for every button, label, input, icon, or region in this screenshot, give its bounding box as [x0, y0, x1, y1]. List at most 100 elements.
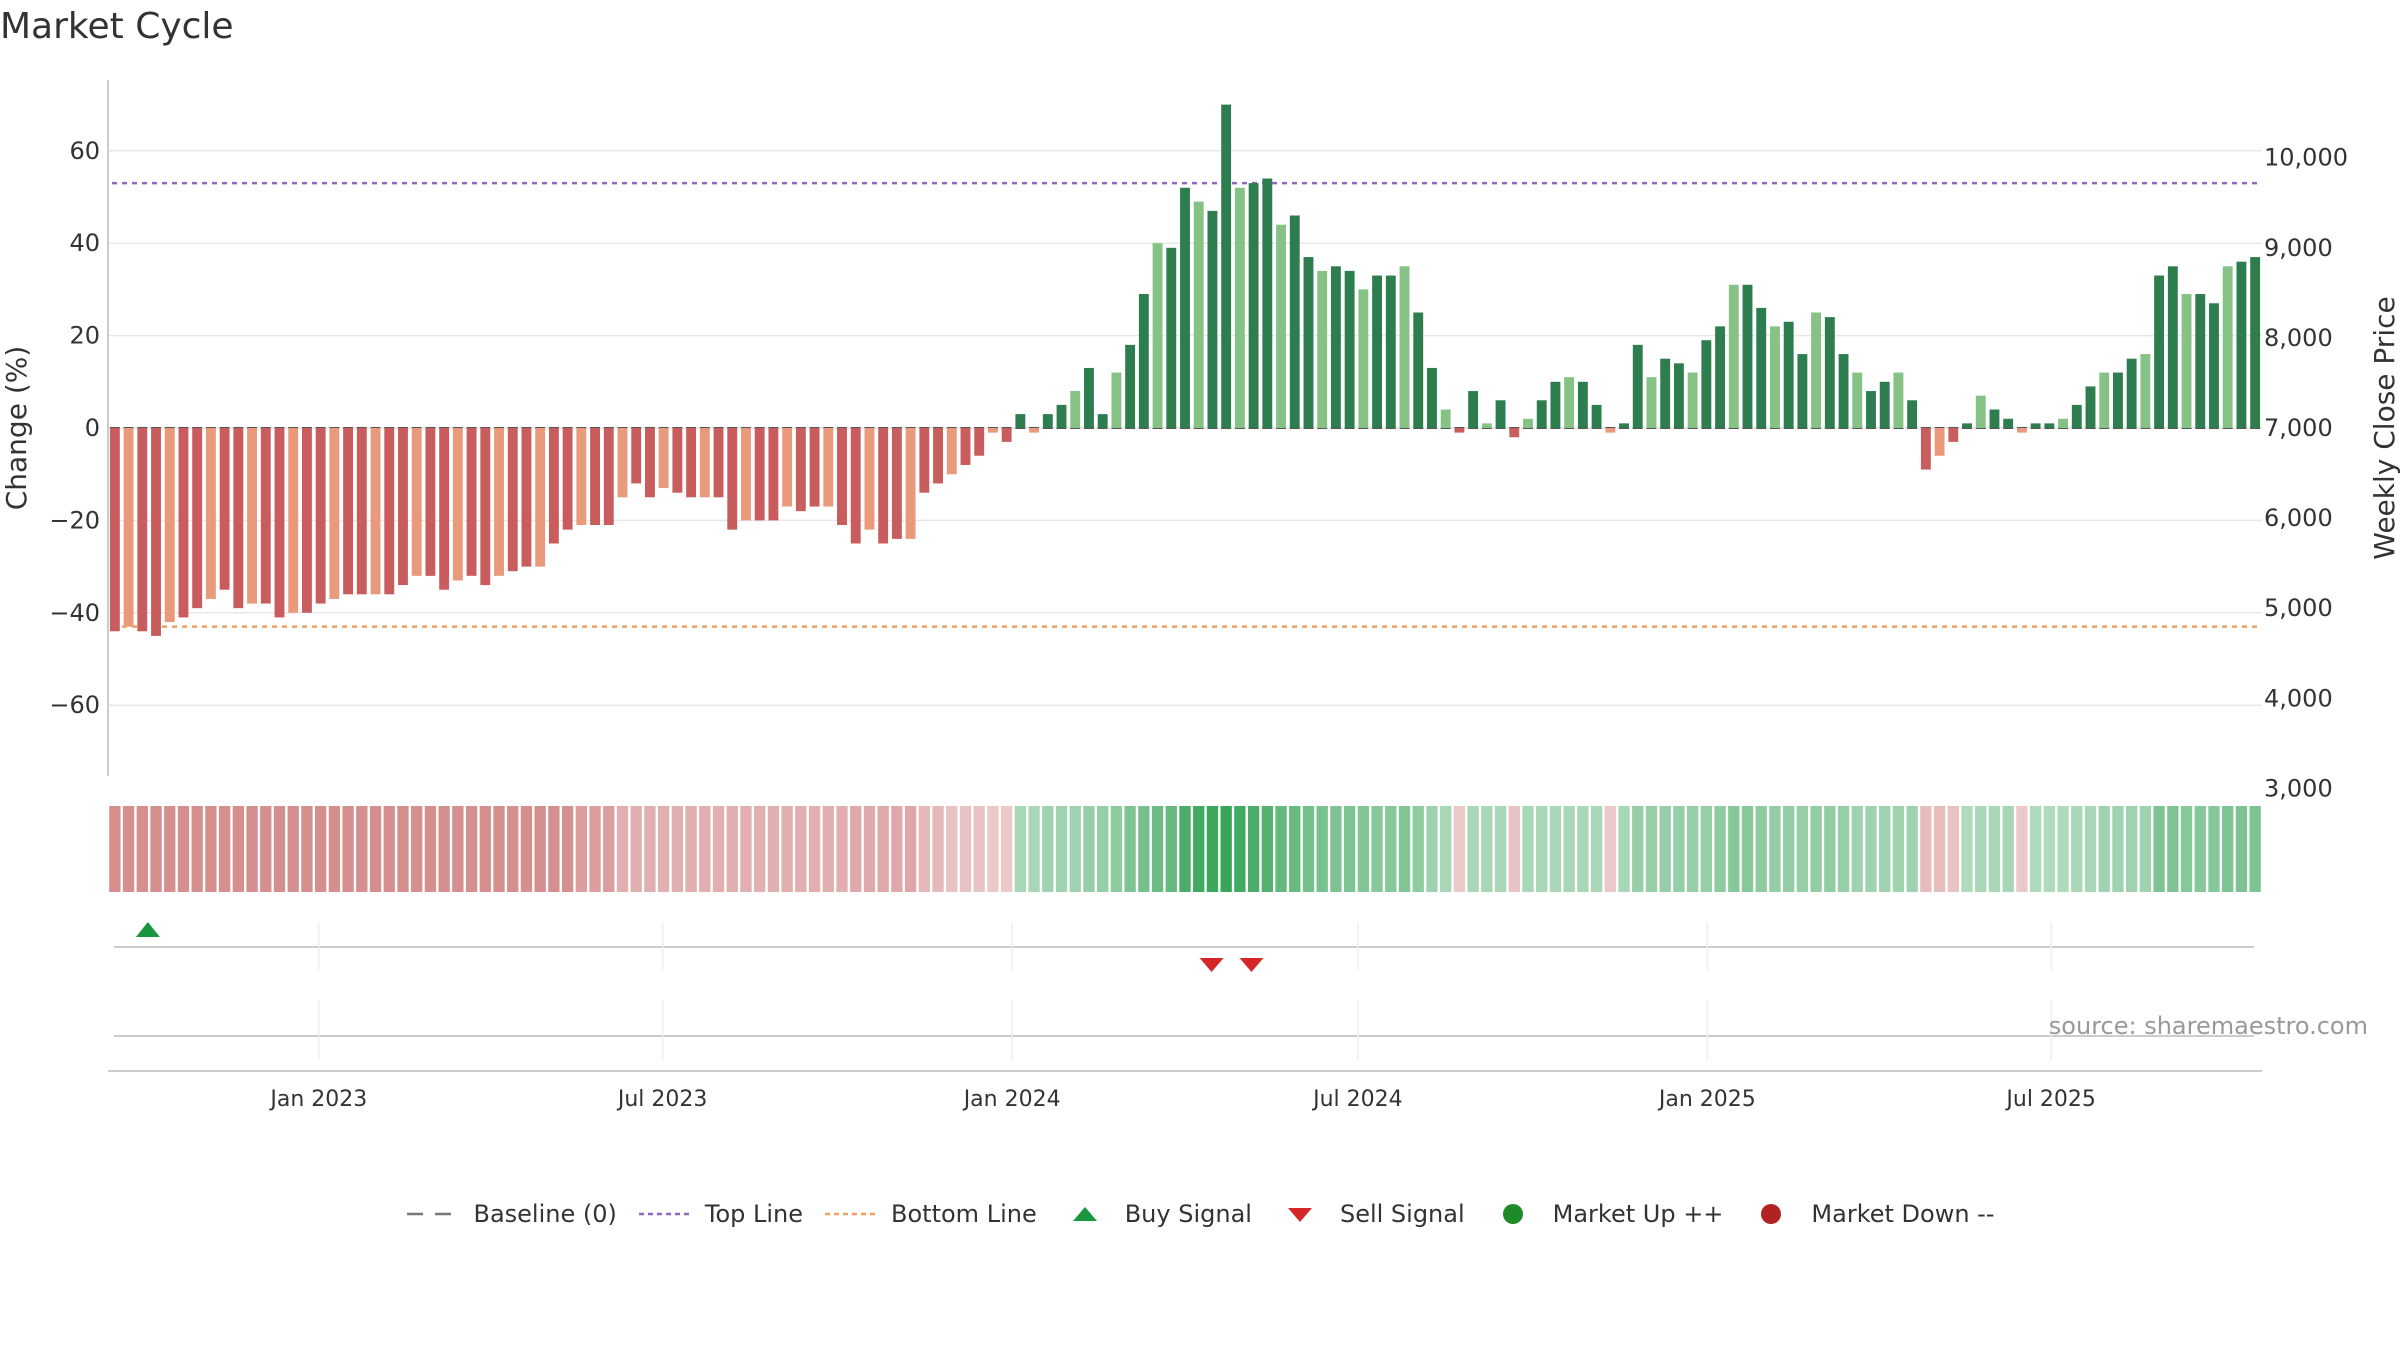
- change-bar: [891, 428, 902, 539]
- cycle-strip-cell: [836, 806, 848, 892]
- cycle-strip-cell: [1371, 806, 1383, 892]
- cycle-strip-cell: [1659, 806, 1671, 892]
- change-bar: [1481, 423, 1492, 428]
- change-bar: [2044, 423, 2055, 428]
- cycle-strip: [109, 806, 2261, 892]
- change-bar: [2250, 257, 2261, 428]
- cycle-strip-cell: [1138, 806, 1150, 892]
- cycle-strip-cell: [1453, 806, 1466, 892]
- cycle-strip-cell: [1577, 806, 1589, 892]
- cycle-strip-cell: [2194, 806, 2206, 892]
- left-tick-label: −40: [49, 599, 100, 627]
- change-bar: [1111, 372, 1122, 428]
- cycle-strip-cell: [1330, 806, 1342, 892]
- cycle-strip-cell: [1975, 806, 1987, 892]
- cycle-strip-cell: [877, 806, 889, 892]
- change-bar: [1221, 104, 1232, 428]
- change-bar: [1509, 428, 1520, 438]
- x-tick-label: Jan 2023: [268, 1087, 367, 1112]
- change-bar: [850, 428, 861, 544]
- change-bar: [1125, 344, 1136, 428]
- change-bar: [1097, 414, 1108, 428]
- left-tick-label: 0: [85, 414, 100, 442]
- cycle-strip-cell: [246, 806, 258, 892]
- change-bar: [2003, 418, 2014, 428]
- legend-item: Top Line: [637, 1200, 803, 1228]
- change-bar: [2154, 275, 2165, 428]
- cycle-strip-cell: [2167, 806, 2179, 892]
- cycle-strip-cell: [1604, 806, 1616, 892]
- cycle-strip-cell: [1467, 806, 1479, 892]
- cycle-strip-cell: [644, 806, 656, 892]
- change-bar: [137, 428, 148, 632]
- cycle-strip-cell: [122, 806, 135, 892]
- cycle-strip-cell: [987, 806, 999, 892]
- change-bar: [603, 428, 614, 526]
- x-tick-label: Jan 2024: [962, 1087, 1061, 1112]
- cycle-strip-cell: [1536, 806, 1548, 892]
- change-bar: [1276, 224, 1286, 428]
- cycle-strip-cell: [1879, 806, 1891, 892]
- cycle-strip-cell: [1508, 806, 1520, 892]
- change-bar: [1660, 358, 1671, 428]
- change-bar: [452, 428, 463, 581]
- change-bar: [548, 428, 559, 544]
- cycle-strip-cell: [2098, 806, 2110, 892]
- cycle-strip-cell: [1892, 806, 1905, 892]
- change-bar: [1056, 404, 1067, 428]
- x-tick-label: Jul 2023: [616, 1087, 708, 1112]
- cycle-strip-cell: [1755, 806, 1767, 892]
- cycle-strip-cell: [2043, 806, 2056, 892]
- change-bar: [1180, 187, 1190, 428]
- cycle-strip-cell: [1426, 806, 1438, 892]
- cycle-strip-cell: [657, 806, 670, 892]
- change-bar: [1797, 354, 1808, 428]
- cycle-strip-cell: [1837, 806, 1850, 892]
- change-bar: [2099, 372, 2110, 428]
- right-tick-label: 10,000: [2264, 144, 2348, 172]
- left-tick-label: 40: [69, 229, 100, 257]
- legend-label: Sell Signal: [1339, 1200, 1465, 1228]
- triangle-up-legend-icon: [1072, 1207, 1097, 1221]
- right-tick-label: 3,000: [2264, 774, 2333, 802]
- cycle-strip-cell: [1398, 806, 1411, 892]
- source-annotation: source: sharemaestro.com: [2049, 1012, 2368, 1040]
- cycle-strip-cell: [2029, 806, 2042, 892]
- cycle-strip-cell: [2222, 806, 2234, 892]
- change-bar: [398, 428, 408, 586]
- cycle-strip-cell: [2084, 806, 2097, 892]
- change-bar: [1632, 344, 1643, 428]
- cycle-strip-cell: [1494, 806, 1507, 892]
- cycle-strip-cell: [1673, 806, 1685, 892]
- change-bar: [233, 428, 244, 609]
- legend-label: Top Line: [704, 1200, 804, 1228]
- change-bar: [466, 428, 477, 576]
- cycle-strip-cell: [411, 806, 423, 892]
- change-bar: [1550, 381, 1561, 428]
- cycle-strip-cell: [1000, 806, 1013, 892]
- change-bar: [768, 428, 779, 521]
- cycle-strip-cell: [1234, 806, 1246, 892]
- cycle-strip-cell: [1028, 806, 1040, 892]
- cycle-strip-cell: [1824, 806, 1836, 892]
- change-bar: [1893, 372, 1904, 428]
- cycle-strip-cell: [301, 806, 313, 892]
- cycle-strip-cell: [1563, 806, 1575, 892]
- change-bar: [151, 428, 161, 636]
- change-bar: [123, 428, 134, 627]
- cycle-strip-cell: [822, 806, 834, 892]
- cycle-strip-cell: [973, 806, 985, 892]
- change-bar: [1742, 284, 1753, 428]
- dash-legend-icon: [407, 1212, 460, 1216]
- cycle-strip-cell: [356, 806, 368, 892]
- change-bar: [1715, 326, 1726, 428]
- change-bar: [809, 428, 820, 507]
- change-bar: [1440, 409, 1451, 428]
- change-bar: [1824, 317, 1835, 428]
- change-bar: [782, 428, 793, 507]
- legend-item: Market Down --: [1743, 1200, 1995, 1228]
- change-bar: [1248, 183, 1259, 428]
- cycle-strip-cell: [1069, 806, 1081, 892]
- change-bar: [1138, 294, 1149, 428]
- cycle-strip-cell: [561, 806, 574, 892]
